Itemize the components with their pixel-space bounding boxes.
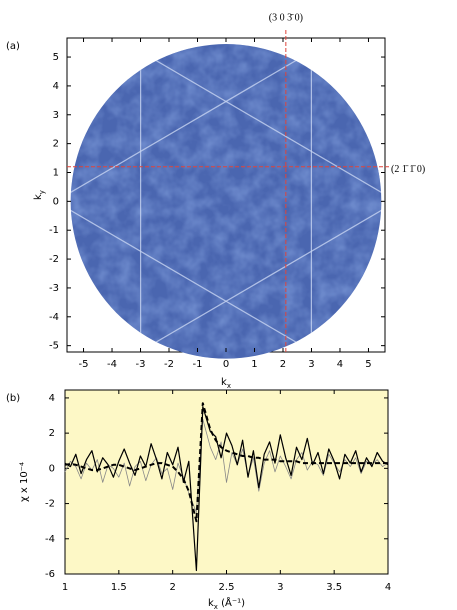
cut-label: (2 1̄ 1̄ 0): [391, 164, 425, 175]
hologram-texture: [70, 44, 382, 359]
y-tick-label: -3: [49, 283, 59, 294]
y-tick-label: 5: [53, 52, 59, 63]
x-tick-label: 3.5: [326, 582, 342, 593]
panel-label: (b): [6, 393, 20, 404]
x-axis-label-part: x: [214, 603, 218, 610]
y-tick-label: -2: [45, 499, 55, 510]
x-axis-label: kx: [221, 377, 231, 390]
x-axis-label-part: k: [208, 598, 214, 609]
y-axis-label: ky: [33, 190, 46, 200]
y-tick-label: -4: [49, 312, 59, 323]
y-tick-label: 4: [49, 393, 55, 404]
cut-label: (3 0 3̄ 0): [269, 12, 303, 23]
y-tick-label: -6: [45, 569, 55, 580]
data-line: [64, 402, 388, 523]
panel-label: (a): [6, 41, 20, 52]
x-axis-label-part: x: [227, 382, 231, 390]
y-axis-label-part: k: [33, 194, 44, 200]
y-tick-label: 0: [53, 196, 59, 207]
x-tick-label: -2: [164, 359, 174, 370]
x-tick-label: 1.5: [111, 582, 127, 593]
x-tick-label: 2: [169, 582, 175, 593]
data-line: [64, 406, 389, 572]
y-tick-label: -2: [49, 254, 59, 265]
y-tick-label: -4: [45, 534, 55, 545]
x-axis-label-part: (Å⁻¹): [218, 596, 245, 609]
x-tick-label: 1: [251, 359, 257, 370]
x-tick-label: 4: [385, 582, 391, 593]
x-tick-label: -5: [79, 359, 89, 370]
x-tick-label: -1: [193, 359, 203, 370]
x-axis-label: kx (Å⁻¹): [208, 596, 245, 610]
x-tick-label: 5: [365, 359, 371, 370]
kikuchi-band: [70, 47, 319, 206]
x-axis-label-part: k: [221, 377, 227, 388]
y-axis-label-part: y: [38, 190, 46, 194]
x-tick-label: -3: [136, 359, 146, 370]
y-tick-label: 0: [49, 463, 55, 474]
y-axis-label: χ x 10⁻⁴: [19, 462, 30, 502]
x-tick-label: 4: [337, 359, 343, 370]
kikuchi-band: [133, 47, 382, 206]
y-tick-label: 3: [53, 110, 59, 121]
y-tick-label: 4: [53, 81, 59, 92]
y-tick-label: -1: [49, 225, 59, 236]
y-tick-label: 2: [49, 428, 55, 439]
x-tick-label: 3: [308, 359, 314, 370]
x-tick-label: 2: [280, 359, 286, 370]
kikuchi-band: [133, 197, 382, 356]
texture: [70, 44, 382, 359]
y-tick-label: 2: [53, 139, 59, 150]
x-tick-label: -4: [107, 359, 117, 370]
x-tick-label: 0: [223, 359, 229, 370]
y-tick-label: 1: [53, 167, 59, 178]
y-tick-label: -5: [49, 341, 59, 352]
x-tick-label: 1: [62, 582, 68, 593]
kikuchi-band: [70, 197, 319, 356]
x-tick-label: 2.5: [219, 582, 235, 593]
x-tick-label: 3: [277, 582, 283, 593]
